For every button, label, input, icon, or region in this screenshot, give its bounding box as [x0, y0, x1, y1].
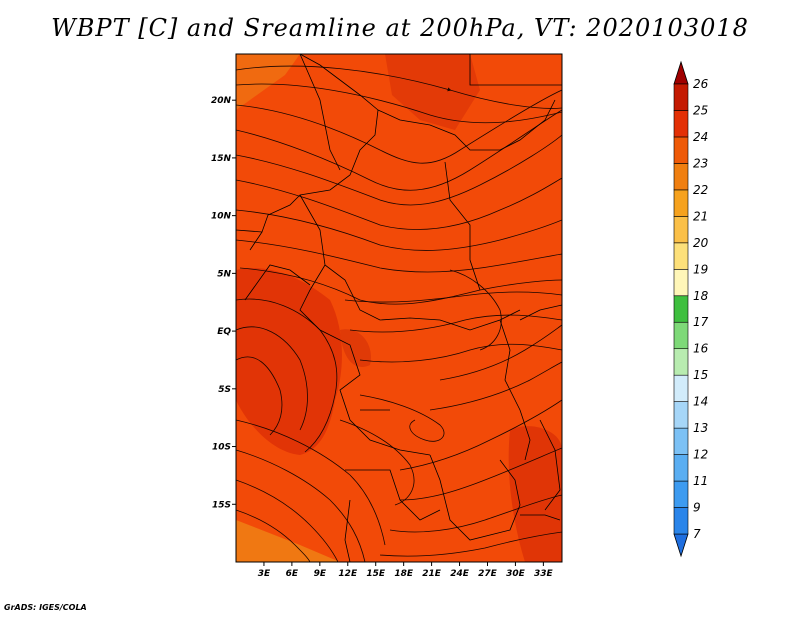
- streamlines: [236, 65, 562, 562]
- lat-tick-label: 5S: [218, 385, 231, 395]
- colorbar: 7 9 11 12 13 14 15 16 17 18 19 20 21 22 23 24 25 26: [673, 60, 709, 558]
- colorbar-box: [673, 216, 689, 244]
- map-panel: [236, 54, 562, 562]
- colorbar-box: [673, 427, 689, 455]
- colorbar-label: 16: [693, 342, 709, 356]
- colorbar-label: 14: [693, 395, 708, 409]
- lon-tick-label: 21E: [422, 569, 442, 579]
- lon-tick-label: 12E: [338, 569, 358, 579]
- colorbar-box: [673, 454, 689, 482]
- colorbar-label: 19: [693, 262, 708, 276]
- colorbar-label: 7: [693, 527, 701, 541]
- country-borders: [236, 54, 562, 562]
- latitude-axis: 20N 15N 10N 5N EQ 5S 10S 15S: [211, 96, 236, 510]
- colorbar-box: [673, 242, 689, 270]
- lon-tick-label: 24E: [450, 569, 470, 579]
- colorbar-bottom-triangle: [673, 533, 689, 558]
- lat-tick-label: 5N: [217, 269, 231, 279]
- colorbar-label: 22: [693, 183, 708, 197]
- colorbar-box: [673, 401, 689, 429]
- longitude-axis: 3E 6E 9E 12E 15E 18E 21E 24E 27E 30E 33E: [258, 562, 554, 579]
- lon-tick-label: 15E: [366, 569, 386, 579]
- wbpt-field-24-25-center: [340, 329, 371, 367]
- lat-tick-label: 15S: [212, 500, 231, 510]
- lon-tick-label: 6E: [286, 569, 299, 579]
- map-frame: [235, 53, 563, 563]
- colorbar-label: 25: [693, 103, 708, 117]
- colorbar-box: [673, 321, 689, 350]
- colorbar-box: [673, 480, 689, 508]
- wbpt-field-24-25-west: [236, 268, 342, 455]
- colorbar-box: [673, 136, 689, 164]
- colorbar-label: 11: [693, 474, 708, 488]
- lat-tick-label: EQ: [217, 327, 231, 337]
- lon-tick-label: 30E: [506, 569, 526, 579]
- lon-tick-label: 9E: [314, 569, 327, 579]
- colorbar-box: [673, 110, 689, 138]
- colorbar-label: 23: [693, 156, 708, 170]
- colorbar-label: 13: [693, 421, 708, 435]
- colorbar-label: 26: [693, 77, 709, 91]
- colorbar-box: [673, 507, 689, 535]
- colorbar-box: [673, 374, 689, 402]
- lon-tick-label: 27E: [478, 569, 498, 579]
- colorbar-top-triangle: [673, 60, 689, 85]
- wbpt-field-24-25-north: [385, 54, 480, 130]
- grads-credit: GrADS: IGES/COLA: [4, 603, 87, 612]
- lat-tick-label: 15N: [211, 154, 232, 164]
- wbpt-field-24-25-southeast: [508, 426, 562, 562]
- colorbar-box: [673, 189, 689, 217]
- colorbar-label: 24: [693, 130, 708, 144]
- colorbar-label: 20: [693, 236, 709, 250]
- lon-tick-label: 3E: [258, 569, 271, 579]
- lat-tick-label: 10S: [212, 443, 231, 453]
- chart-title: WBPT [C] and Sreamline at 200hPa, VT: 20…: [51, 14, 749, 42]
- wbpt-field-22-23-sw: [236, 520, 340, 562]
- colorbar-label: 18: [693, 289, 709, 303]
- colorbar-box: [673, 268, 689, 297]
- colorbar-box: [673, 163, 689, 191]
- lat-tick-label: 20N: [211, 96, 232, 106]
- colorbar-box: [673, 348, 689, 376]
- lon-tick-label: 33E: [534, 569, 554, 579]
- colorbar-label: 15: [693, 368, 708, 382]
- colorbar-label: 17: [693, 315, 709, 329]
- colorbar-label: 12: [693, 448, 708, 462]
- lon-tick-label: 18E: [394, 569, 414, 579]
- colorbar-label: 21: [693, 209, 708, 223]
- colorbar-label: 9: [693, 501, 701, 515]
- colorbar-box: [673, 83, 689, 111]
- lat-tick-label: 10N: [211, 212, 232, 222]
- colorbar-box: [673, 295, 689, 323]
